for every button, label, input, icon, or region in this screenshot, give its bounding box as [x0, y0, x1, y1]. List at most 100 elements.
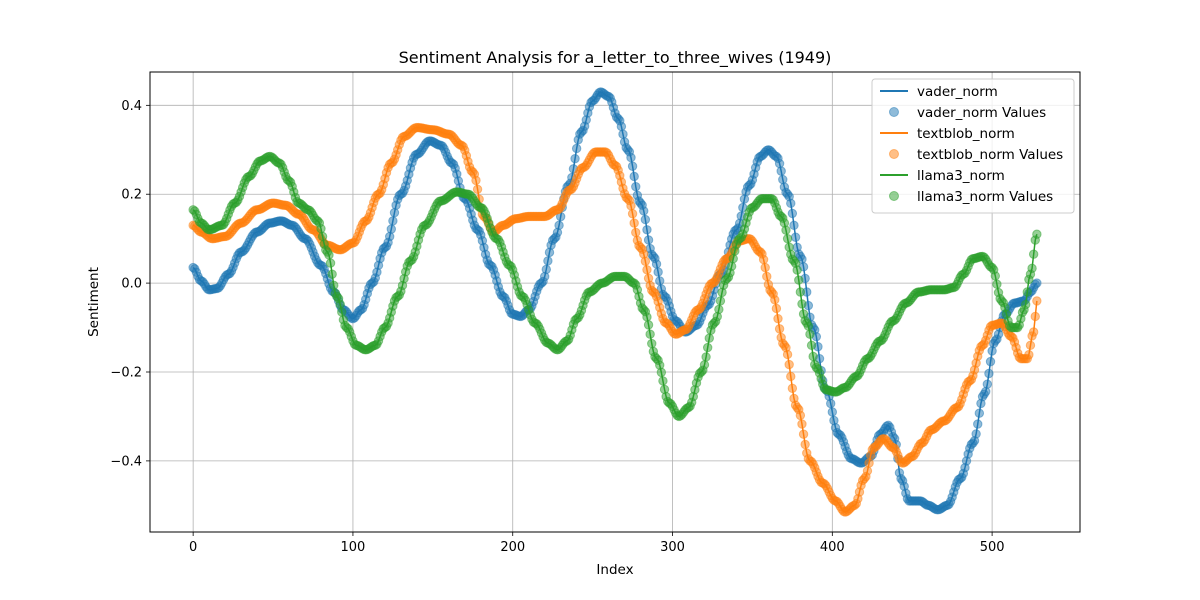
- y-tick-label: 0.2: [121, 188, 142, 203]
- data-point-vader-norm: [787, 208, 798, 219]
- data-point-vader-norm: [643, 235, 654, 245]
- data-point-vader-norm: [639, 206, 649, 216]
- chart-title: Sentiment Analysis for a_letter_to_three…: [399, 48, 832, 68]
- data-point-vader-norm: [971, 429, 981, 439]
- series-layer: [188, 87, 1042, 517]
- data-point-textblob-norm: [774, 324, 785, 334]
- data-point-llama3-norm: [656, 367, 667, 378]
- data-point-textblob-norm: [798, 429, 809, 439]
- data-point-vader-norm: [1032, 278, 1042, 288]
- data-point-llama3-norm: [643, 320, 654, 330]
- data-point-vader-norm: [789, 220, 799, 231]
- data-point-textblob-norm: [800, 439, 810, 450]
- data-point-textblob-norm: [786, 371, 796, 382]
- data-point-vader-norm: [786, 198, 796, 209]
- data-point-textblob-norm: [770, 295, 780, 305]
- data-point-textblob-norm: [782, 349, 793, 360]
- data-point-llama3-norm: [792, 265, 802, 275]
- data-point-llama3-norm: [795, 287, 806, 297]
- data-point-llama3-norm: [726, 261, 737, 272]
- legend-marker-swatch: [889, 149, 899, 159]
- ticks: 0 100 200 300 400 500 −0.4 −0.2 0.0 0.2 0.4: [110, 99, 1004, 555]
- data-point-llama3-norm: [715, 296, 726, 306]
- data-point-vader-norm: [982, 379, 993, 389]
- data-point-textblob-norm: [784, 359, 794, 370]
- legend-label: vader_norm Values: [917, 105, 1046, 121]
- data-point-textblob-norm: [640, 256, 651, 266]
- data-point-textblob-norm: [626, 201, 636, 211]
- data-point-textblob-norm: [472, 184, 483, 194]
- y-tick-label: 0.0: [121, 277, 142, 292]
- data-point-vader-norm: [826, 398, 836, 409]
- data-point-llama3-norm: [1032, 229, 1042, 239]
- data-point-textblob-norm: [1030, 311, 1040, 322]
- data-point-textblob-norm: [797, 419, 807, 429]
- data-point-textblob-norm: [471, 175, 481, 186]
- x-tick-label: 100: [341, 540, 366, 555]
- data-point-llama3-norm: [805, 329, 815, 339]
- x-tick-label: 400: [820, 540, 845, 555]
- data-point-textblob-norm: [862, 466, 873, 476]
- data-point-llama3-norm: [1027, 263, 1037, 274]
- data-point-vader-norm: [776, 166, 786, 176]
- x-tick-label: 0: [189, 540, 197, 555]
- series-textblob-norm: [188, 122, 1042, 517]
- data-point-vader-norm: [827, 407, 838, 417]
- data-point-textblob-norm: [627, 209, 638, 219]
- data-point-vader-norm: [653, 267, 663, 277]
- data-point-llama3-norm: [335, 299, 345, 309]
- data-point-vader-norm: [774, 158, 785, 169]
- data-point-textblob-norm: [758, 254, 769, 265]
- data-point-llama3-norm: [781, 225, 791, 235]
- data-point-vader-norm: [629, 171, 639, 182]
- data-point-llama3-norm: [992, 279, 1002, 289]
- y-tick-label: −0.2: [110, 366, 142, 381]
- data-point-llama3-norm: [797, 299, 807, 309]
- data-point-vader-norm: [655, 276, 665, 286]
- y-tick-label: −0.4: [110, 454, 142, 469]
- data-point-llama3-norm: [699, 360, 710, 370]
- plot-frame: [149, 71, 1081, 533]
- data-point-llama3-norm: [1020, 299, 1031, 310]
- data-point-llama3-norm: [327, 269, 337, 279]
- data-point-textblob-norm: [771, 303, 782, 314]
- data-point-llama3-norm: [1028, 249, 1039, 259]
- y-axis-label: Sentiment: [86, 267, 102, 337]
- data-point-textblob-norm: [1028, 327, 1039, 337]
- data-point-vader-norm: [541, 264, 551, 275]
- data-point-textblob-norm: [760, 262, 770, 273]
- data-point-llama3-norm: [714, 304, 724, 315]
- data-point-vader-norm: [543, 256, 553, 266]
- data-point-textblob-norm: [1032, 296, 1042, 306]
- data-point-vader-norm: [790, 232, 801, 242]
- x-tick-label: 200: [500, 540, 525, 555]
- data-point-textblob-norm: [795, 410, 806, 421]
- x-axis-label: Index: [596, 562, 633, 578]
- data-point-llama3-norm: [316, 223, 326, 234]
- data-point-textblob-norm: [864, 458, 874, 468]
- data-point-llama3-norm: [806, 340, 817, 351]
- data-point-vader-norm: [626, 152, 636, 163]
- data-point-llama3-norm: [794, 275, 804, 285]
- data-point-vader-norm: [973, 419, 983, 429]
- series-llama3-norm: [188, 151, 1042, 422]
- data-point-vader-norm: [618, 129, 628, 139]
- data-point-llama3-norm: [728, 253, 738, 264]
- data-point-textblob-norm: [629, 218, 639, 228]
- data-point-textblob-norm: [1025, 340, 1036, 351]
- y-tick-label: 0.4: [121, 99, 142, 114]
- x-tick-label: 300: [660, 540, 685, 555]
- x-tick-label: 500: [980, 540, 1005, 555]
- data-point-vader-norm: [984, 368, 994, 379]
- legend-marker-swatch: [889, 191, 899, 201]
- legend-marker-swatch: [889, 107, 899, 117]
- data-point-vader-norm: [985, 356, 996, 367]
- legend: vader_norm vader_norm Values textblob_norm…: [871, 78, 1075, 214]
- data-point-vader-norm: [974, 408, 985, 418]
- data-point-textblob-norm: [787, 383, 798, 394]
- data-point-vader-norm: [651, 259, 662, 269]
- data-point-llama3-norm: [325, 258, 336, 268]
- data-point-llama3-norm: [645, 329, 655, 339]
- data-point-llama3-norm: [704, 333, 714, 343]
